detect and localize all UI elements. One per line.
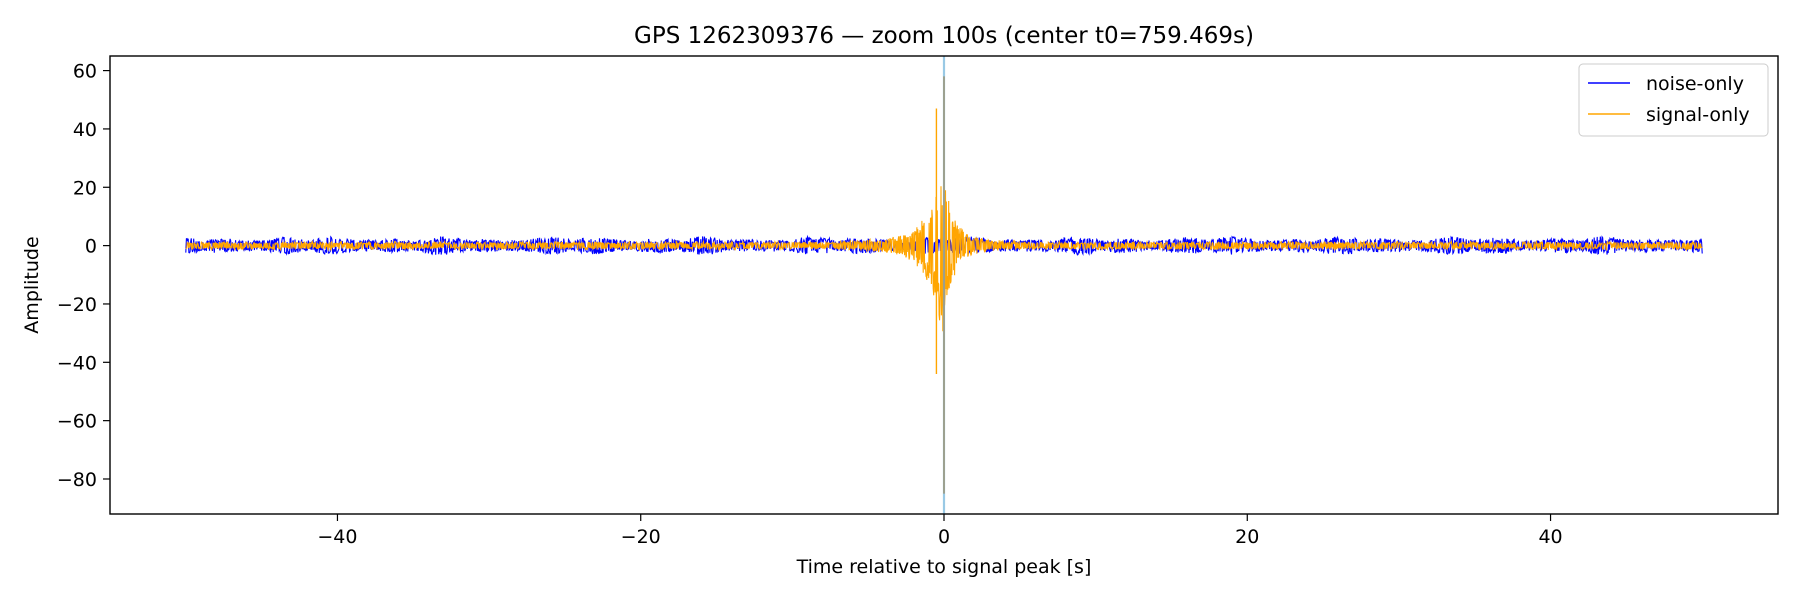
y-tick-label: 20 xyxy=(73,177,97,199)
x-tick-label: 40 xyxy=(1538,526,1562,548)
plot-area xyxy=(185,56,1703,514)
x-axis-title: Time relative to signal peak [s] xyxy=(796,556,1092,578)
y-tick-label: 0 xyxy=(85,236,97,258)
y-tick-label: −60 xyxy=(57,411,97,433)
legend-label-signal-only: signal-only xyxy=(1646,104,1750,126)
x-tick-label: −20 xyxy=(621,526,661,548)
ticks: −40 −20 0 20 40 60 40 20 0 −20 −40 −60 −80 xyxy=(57,61,1563,548)
x-tick-label: −40 xyxy=(317,526,357,548)
x-tick-label: 0 xyxy=(938,526,950,548)
y-axis-title: Amplitude xyxy=(21,236,43,333)
y-tick-label: −20 xyxy=(57,294,97,316)
y-tick-label: −40 xyxy=(57,352,97,374)
legend: noise-only signal-only xyxy=(1578,63,1769,137)
chart-title: GPS 1262309376 — zoom 100s (center t0=75… xyxy=(634,23,1254,49)
x-tick-label: 20 xyxy=(1235,526,1259,548)
y-tick-label: 60 xyxy=(73,61,97,83)
legend-label-noise-only: noise-only xyxy=(1646,73,1744,95)
y-tick-label: 40 xyxy=(73,119,97,141)
legend-box xyxy=(1578,63,1769,137)
y-tick-label: −80 xyxy=(57,469,97,491)
